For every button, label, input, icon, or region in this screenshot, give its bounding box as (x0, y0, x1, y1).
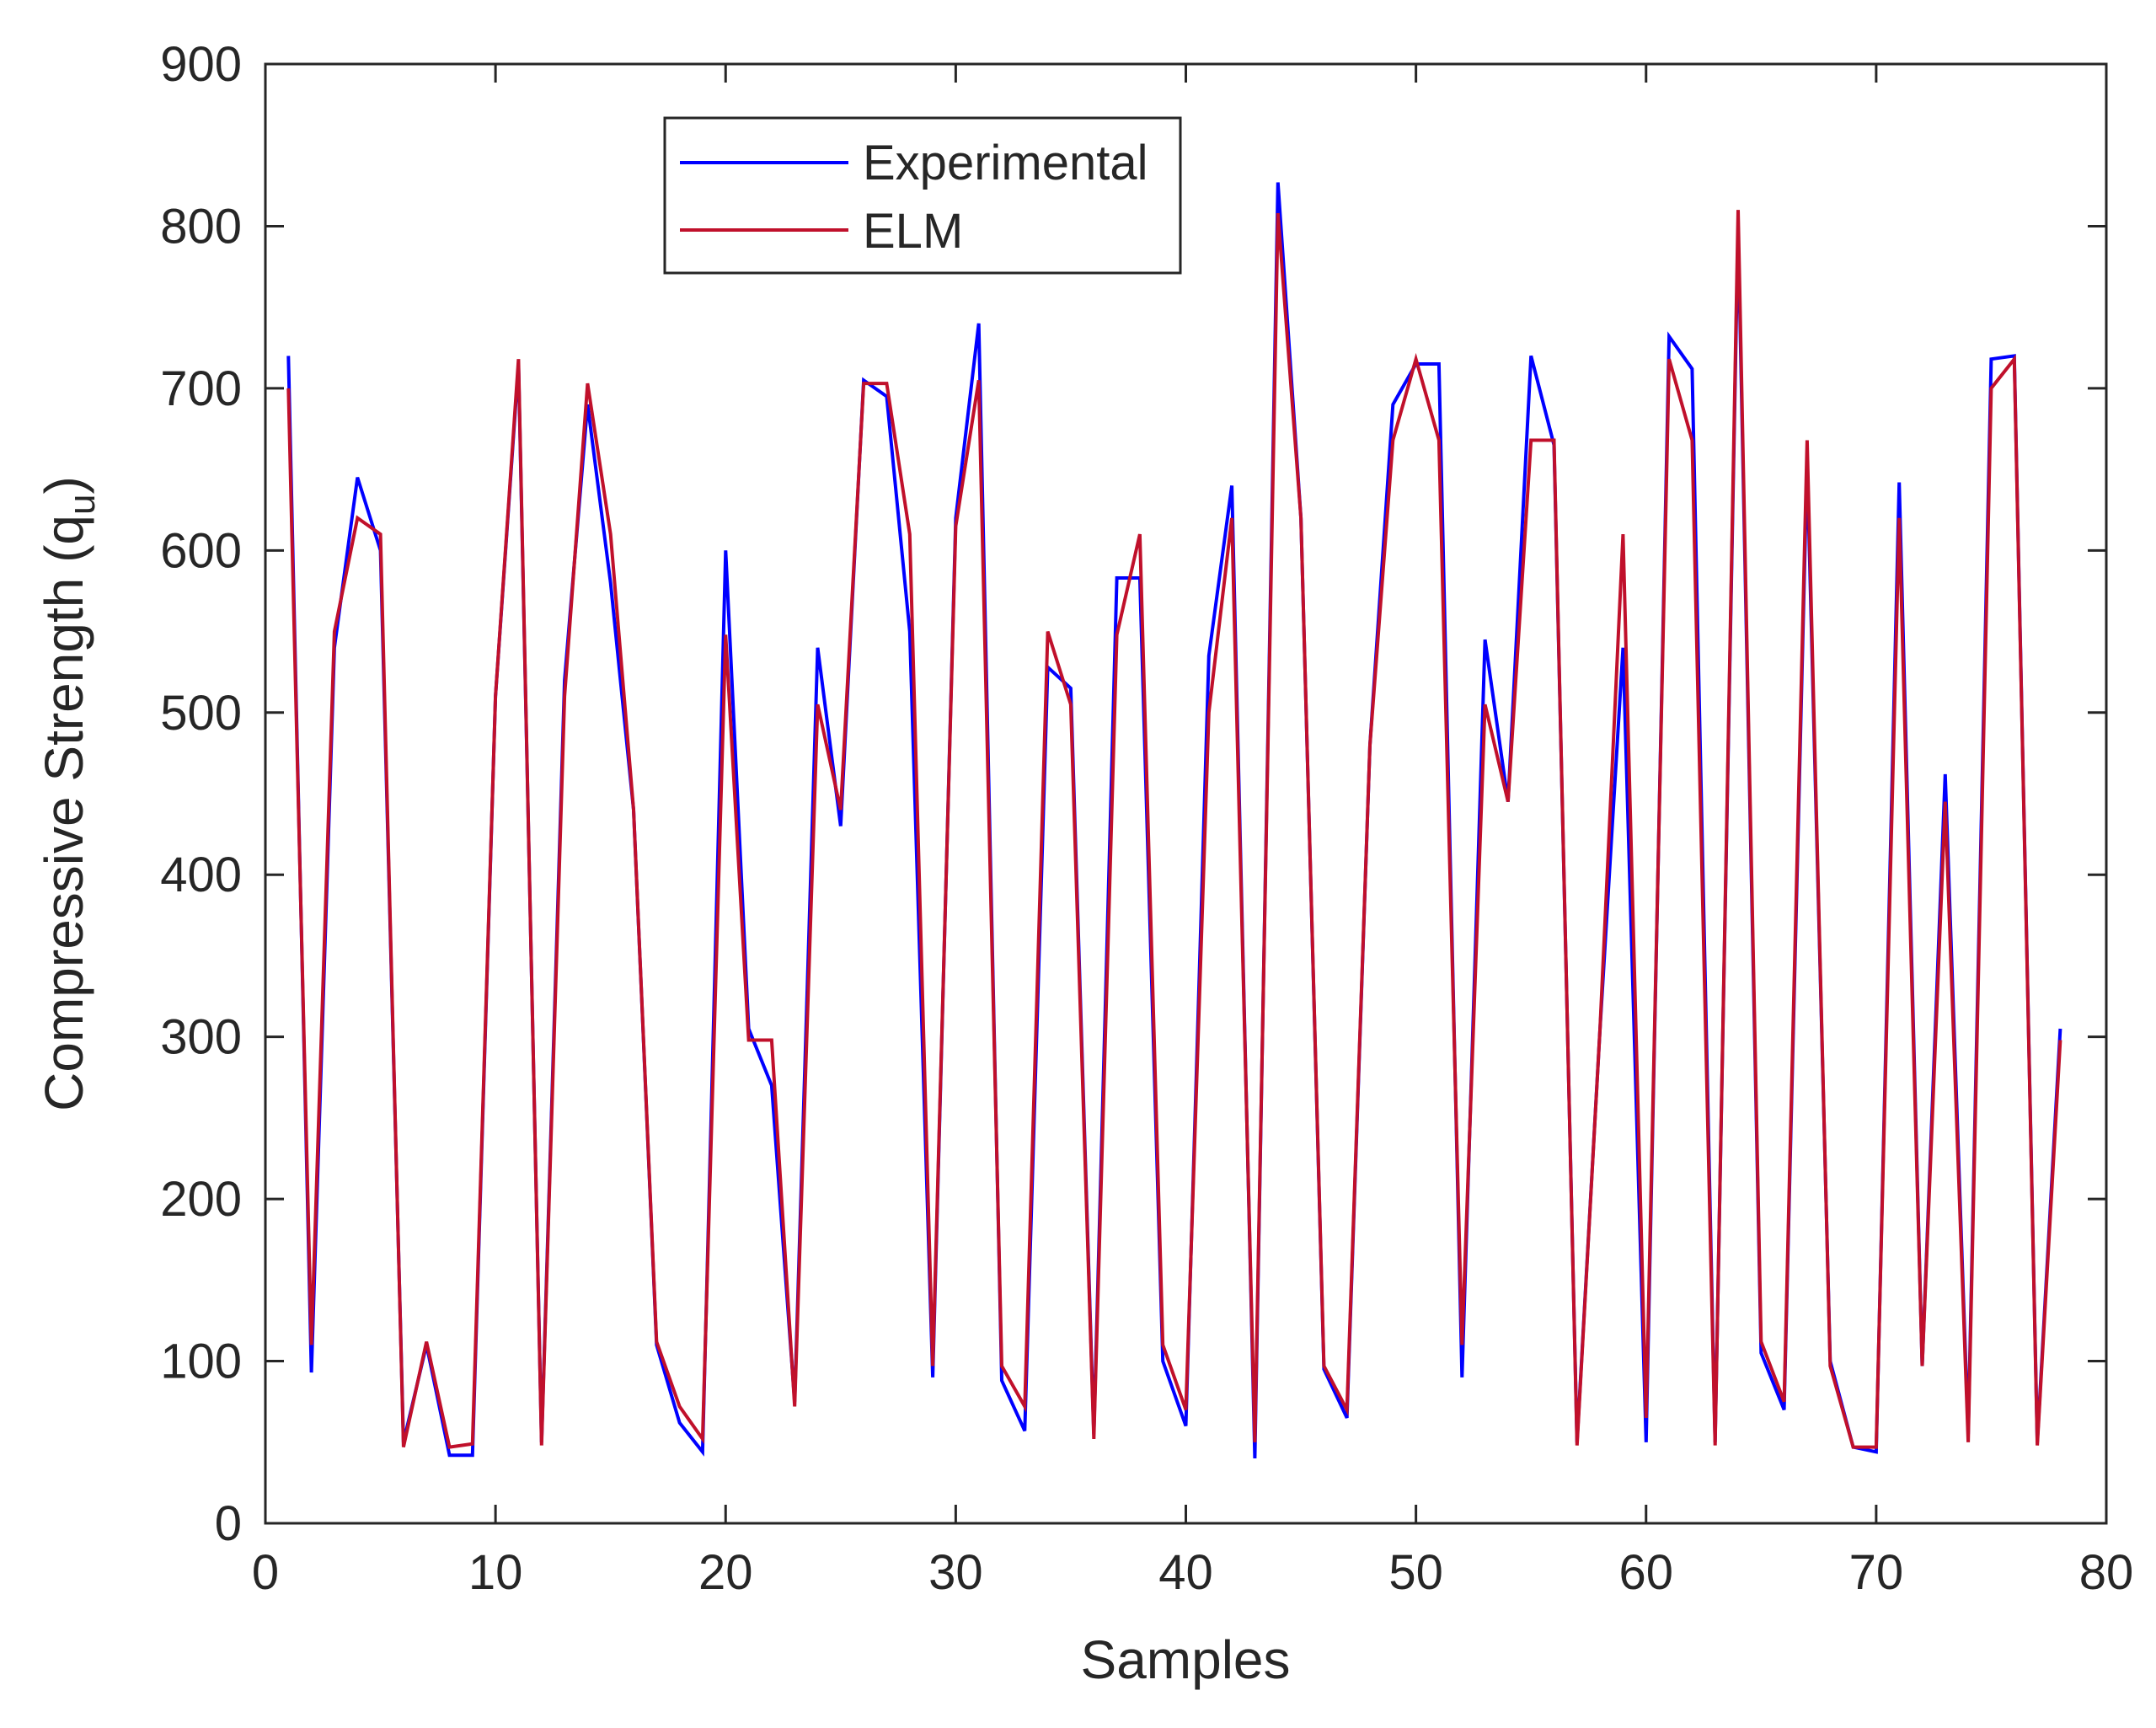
y-axis-title-close: ) (34, 476, 94, 494)
x-tick-label: 50 (1388, 1545, 1443, 1600)
series-line-elm (286, 210, 2062, 1449)
x-tick-label: 0 (252, 1545, 279, 1600)
axes-layer (264, 62, 2108, 1525)
x-tick-label: 60 (1618, 1545, 1673, 1600)
y-tick-label: 600 (160, 523, 242, 578)
x-axis-title: Samples (1081, 1629, 1291, 1690)
y-tick-label: 300 (160, 1010, 242, 1065)
y-tick-label: 500 (160, 686, 242, 741)
y-tick-label: 700 (160, 361, 242, 416)
legend-label-experimental: Experimental (863, 136, 1148, 190)
tick-labels: 0 10 20 30 40 50 60 70 8001002003004005006007008… (160, 37, 2133, 1600)
x-tick-label: 70 (1849, 1545, 1904, 1600)
y-axis-title-subscript: u (62, 494, 103, 514)
x-tick-label: 10 (468, 1545, 523, 1600)
series-layer (286, 182, 2062, 1459)
legend: Experimental ELM (663, 116, 1182, 275)
y-tick-label: 900 (160, 37, 242, 92)
y-tick-label: 200 (160, 1172, 242, 1227)
y-axis-title: Compressive Strength (qu) (34, 476, 103, 1111)
x-tick-label: 40 (1158, 1545, 1213, 1600)
y-tick-label: 0 (215, 1496, 242, 1551)
x-tick-label: 30 (928, 1545, 983, 1600)
x-tick-label: 20 (698, 1545, 753, 1600)
y-tick-label: 800 (160, 199, 242, 254)
y-tick-label: 400 (160, 848, 242, 902)
x-tick-label: 80 (2079, 1545, 2134, 1600)
y-axis-title-main: Compressive Strength (q (34, 515, 94, 1111)
y-tick-label: 100 (160, 1335, 242, 1389)
legend-box (663, 116, 1182, 275)
legend-label-elm: ELM (863, 204, 963, 259)
